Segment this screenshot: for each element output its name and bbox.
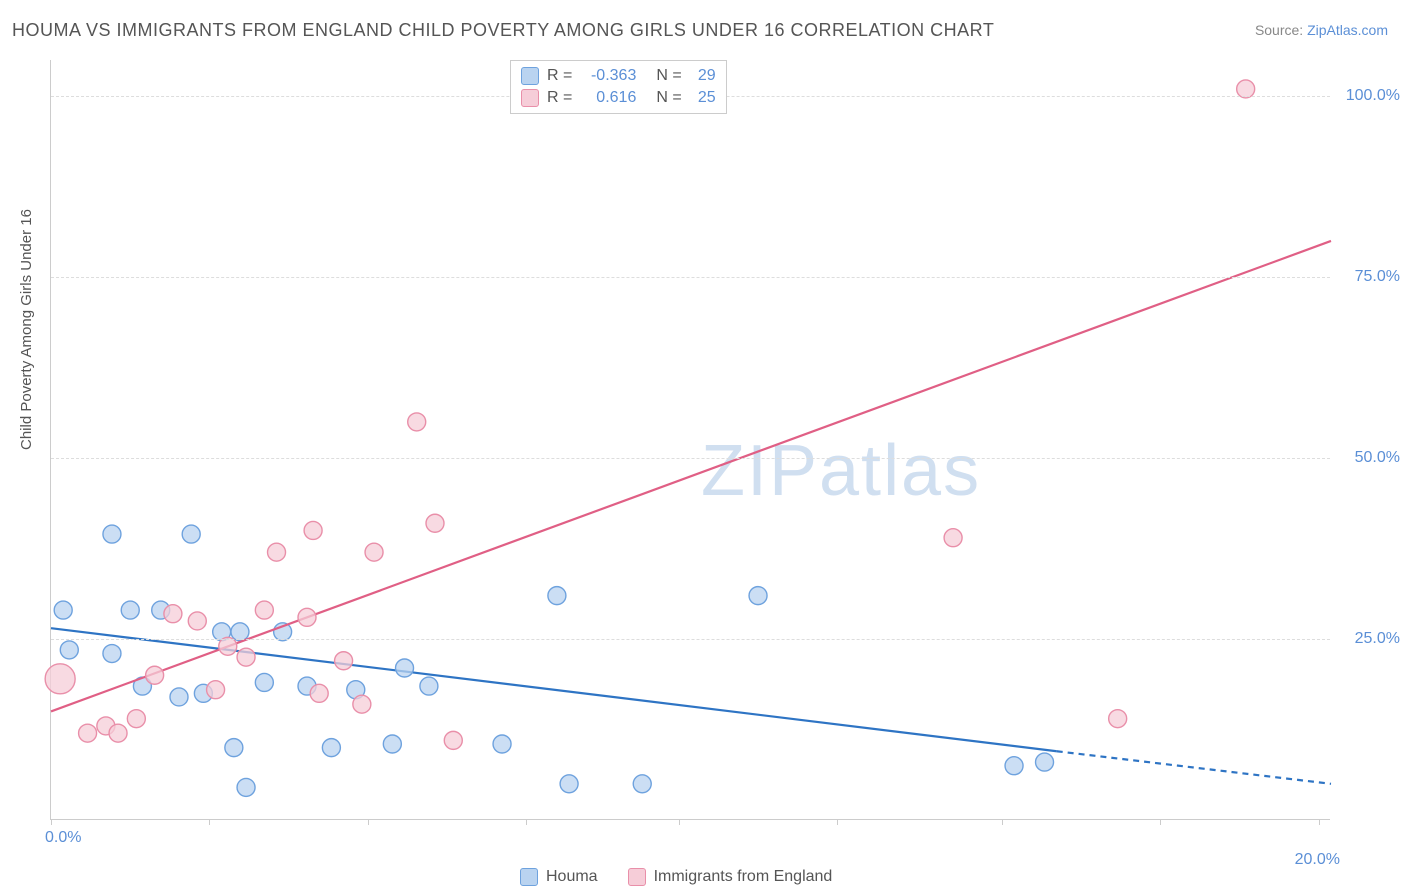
x-tick xyxy=(526,819,527,825)
legend-label-houma: Houma xyxy=(546,868,598,886)
swatch-houma xyxy=(521,67,539,85)
n-label-2: N = xyxy=(656,89,681,107)
legend-swatch-immigrants xyxy=(628,868,646,886)
source-prefix: Source: xyxy=(1255,22,1307,38)
gridline-h xyxy=(51,277,1330,278)
gridline-h xyxy=(51,458,1330,459)
legend-swatch-houma xyxy=(520,868,538,886)
chart-title: HOUMA VS IMMIGRANTS FROM ENGLAND CHILD P… xyxy=(12,20,994,41)
stats-row-houma: R = -0.363 N = 29 xyxy=(521,65,716,87)
y-axis-label: Child Poverty Among Girls Under 16 xyxy=(18,209,35,450)
n-value-houma: 29 xyxy=(690,67,716,85)
x-tick xyxy=(1319,819,1320,825)
r-value-immigrants: 0.616 xyxy=(580,89,636,107)
stats-legend-box: R = -0.363 N = 29 R = 0.616 N = 25 xyxy=(510,60,727,114)
swatch-immigrants xyxy=(521,89,539,107)
x-tick xyxy=(209,819,210,825)
source-attribution: Source: ZipAtlas.com xyxy=(1255,22,1388,38)
stats-row-immigrants: R = 0.616 N = 25 xyxy=(521,87,716,109)
x-tick xyxy=(679,819,680,825)
chart-plot-area: ZIPatlas 0.0% 20.0% 25.0%50.0%75.0%100.0… xyxy=(50,60,1330,820)
y-tick-label: 50.0% xyxy=(1355,449,1400,467)
n-value-immigrants: 25 xyxy=(690,89,716,107)
y-tick-label: 100.0% xyxy=(1346,87,1400,105)
source-link[interactable]: ZipAtlas.com xyxy=(1307,22,1388,38)
gridline-h xyxy=(51,639,1330,640)
chart-svg xyxy=(51,60,1330,819)
x-tick xyxy=(51,819,52,825)
x-axis-end-label: 20.0% xyxy=(1295,851,1340,869)
x-tick xyxy=(368,819,369,825)
x-axis-start-label: 0.0% xyxy=(45,829,81,847)
x-tick xyxy=(1160,819,1161,825)
x-tick xyxy=(1002,819,1003,825)
legend-item-houma: Houma xyxy=(520,868,598,886)
x-tick xyxy=(837,819,838,825)
y-tick-label: 75.0% xyxy=(1355,268,1400,286)
r-label-1: R = xyxy=(547,67,572,85)
y-tick-label: 25.0% xyxy=(1355,630,1400,648)
r-value-houma: -0.363 xyxy=(580,67,636,85)
bottom-legend: Houma Immigrants from England xyxy=(520,868,832,886)
n-label-1: N = xyxy=(656,67,681,85)
legend-label-immigrants: Immigrants from England xyxy=(654,868,833,886)
legend-item-immigrants: Immigrants from England xyxy=(628,868,833,886)
r-label-2: R = xyxy=(547,89,572,107)
